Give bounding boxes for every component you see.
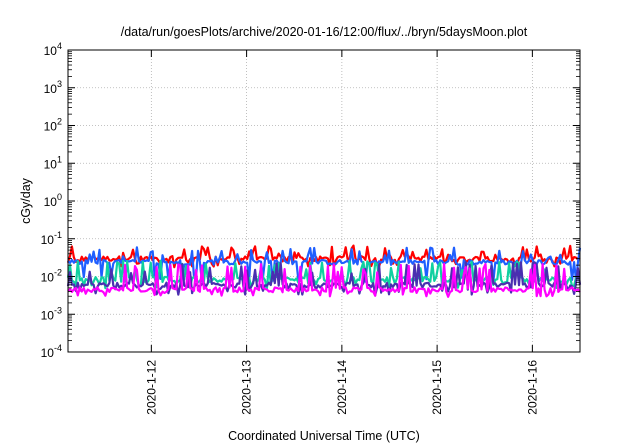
y-tick-label: 10-3: [41, 305, 62, 322]
y-tick-label: 10-4: [41, 343, 62, 360]
series-line-2: [67, 246, 582, 283]
x-tick-label: 2020-1-15: [430, 360, 444, 415]
y-tick-label: 102: [44, 117, 62, 134]
y-axis: 10-4 10-3 10-2 10-1 100 101 102 103 104: [41, 41, 580, 360]
x-tick-label: 2020-1-14: [335, 360, 349, 415]
y-tick-label: 10-2: [41, 268, 62, 285]
x-tick-label: 2020-1-13: [240, 360, 254, 415]
x-tick-label: 2020-1-12: [144, 360, 158, 415]
series-line-5: [67, 262, 581, 298]
grid-lines: [68, 50, 580, 352]
series-line-1: [66, 244, 581, 269]
y-tick-label: 104: [44, 41, 62, 58]
y-tick-label: 100: [44, 192, 62, 209]
series-line-3: [66, 259, 581, 290]
x-axis-label: Coordinated Universal Time (UTC): [228, 429, 420, 443]
y-tick-label: 103: [44, 79, 62, 96]
x-axis: 2020-1-12 2020-1-13 2020-1-14 2020-1-15 2020…: [144, 50, 539, 415]
x-tick-label: 2020-1-16: [525, 360, 539, 415]
y-axis-label: cGy/day: [19, 177, 33, 224]
series-group: [66, 244, 582, 298]
series-line-4: [66, 261, 582, 297]
y-tick-label: 10-1: [41, 230, 62, 247]
y-tick-label: 101: [44, 154, 62, 171]
chart-title: /data/run/goesPlots/archive/2020-01-16/1…: [121, 25, 528, 39]
